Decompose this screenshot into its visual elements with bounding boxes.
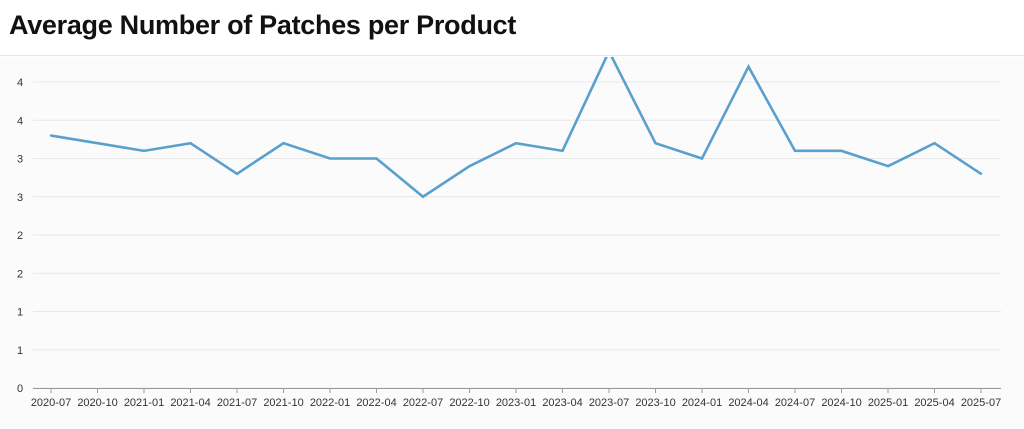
x-tick-label: 2024-10	[821, 397, 861, 409]
x-tick-label: 2020-07	[31, 397, 71, 409]
data-point	[142, 149, 146, 153]
y-tick-label: 4	[17, 115, 23, 127]
x-tick-label: 2023-04	[542, 397, 582, 409]
x-tick-label: 2020-10	[77, 397, 117, 409]
data-point	[235, 172, 239, 175]
chart-area: 0 1 1 2 2 3 3 4 4 2020-07 2020-10 2021-01 2021-04 202…	[0, 57, 1024, 429]
y-tick-label: 3	[17, 154, 23, 166]
data-point	[375, 157, 378, 160]
x-tick-label: 2022-04	[356, 397, 396, 409]
data-point	[421, 195, 425, 198]
x-tick-label: 2023-01	[496, 397, 536, 409]
data-point	[561, 149, 564, 153]
data-point	[886, 164, 890, 168]
x-tick-label: 2021-04	[170, 397, 210, 409]
x-tick-label: 2021-01	[124, 397, 164, 409]
y-tick-label: 2	[17, 230, 23, 242]
chart-title: Average Number of Patches per Product	[9, 10, 517, 40]
x-tick-label: 2023-07	[589, 397, 629, 409]
data-point	[282, 142, 285, 145]
data-point	[514, 142, 518, 145]
chart-header: Average Number of Patches per Product	[0, 0, 1024, 56]
x-tick-label: 2022-10	[449, 397, 489, 409]
x-tick-label: 2023-10	[635, 397, 675, 409]
x-tick-label: 2025-07	[961, 397, 1001, 409]
y-tick-label: 4	[17, 77, 23, 89]
x-tick-label: 2022-07	[403, 397, 443, 409]
y-tick-label: 0	[17, 383, 23, 395]
x-tick-label: 2025-04	[914, 397, 954, 409]
data-point	[49, 134, 53, 137]
data-point	[189, 142, 192, 145]
x-tick-label: 2021-10	[263, 397, 303, 409]
data-point	[654, 142, 657, 145]
x-tick-label: 2024-07	[775, 397, 815, 409]
x-tick-label: 2022-01	[310, 397, 350, 409]
y-tick-label: 1	[17, 345, 23, 357]
x-tick-label: 2024-04	[728, 397, 768, 409]
data-point	[700, 157, 704, 160]
data-point	[793, 149, 797, 153]
data-point	[468, 164, 471, 168]
x-tick-label: 2024-01	[682, 397, 722, 409]
series-line	[50, 57, 982, 199]
data-point	[96, 142, 99, 145]
data-point	[747, 65, 750, 68]
data-point	[979, 172, 983, 175]
x-tick-label: 2021-07	[217, 397, 257, 409]
y-tick-label: 3	[17, 192, 23, 204]
y-tick-label: 1	[17, 307, 23, 319]
x-tick-label: 2025-01	[868, 397, 908, 409]
data-point	[933, 142, 936, 145]
data-point	[328, 157, 332, 160]
data-point	[840, 149, 843, 153]
line-chart: 0 1 1 2 2 3 3 4 4 2020-07 2020-10 2021-01 2021-04 202…	[17, 57, 1001, 409]
y-tick-label: 2	[17, 268, 23, 280]
